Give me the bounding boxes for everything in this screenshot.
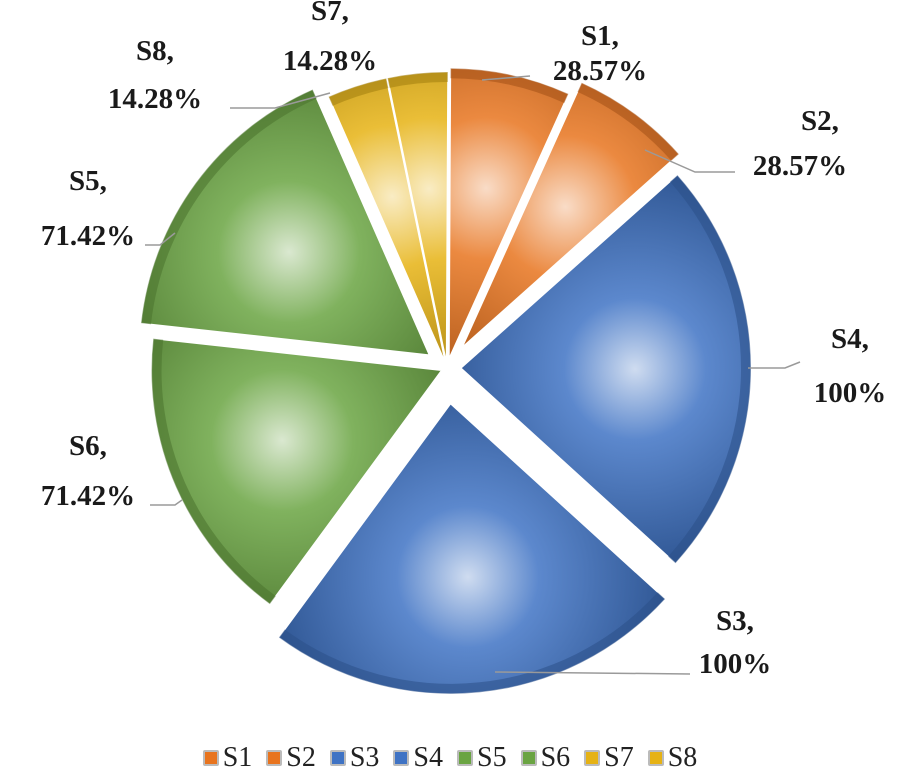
data-label-value-s3: 100% bbox=[699, 648, 772, 680]
leader-line-s4 bbox=[748, 361, 801, 369]
legend-swatch-s8 bbox=[647, 750, 664, 766]
legend-label-s4: S4 bbox=[413, 742, 443, 773]
data-label-value-s6: 71.42% bbox=[41, 480, 135, 512]
data-label-name-s6: S6, bbox=[69, 430, 107, 462]
legend-swatch-s3 bbox=[329, 750, 346, 766]
data-label-value-s8: 14.28% bbox=[108, 83, 202, 115]
legend-item-s1: S1 bbox=[202, 742, 253, 774]
data-label-value-s1: 28.57% bbox=[553, 55, 647, 87]
legend-label-s2: S2 bbox=[286, 742, 316, 773]
legend: S1 S2 S3 S4 S5 S6 S7 S8 bbox=[0, 738, 900, 778]
pie-slice-rim-s3 bbox=[668, 175, 751, 564]
legend-swatch-s7 bbox=[584, 750, 601, 766]
legend-item-s3: S3 bbox=[329, 742, 380, 774]
leader-line-s6 bbox=[150, 499, 183, 506]
legend-item-s2: S2 bbox=[266, 742, 316, 774]
legend-item-s6: S6 bbox=[520, 742, 571, 774]
legend-label-s8: S8 bbox=[667, 742, 698, 773]
leader-line-s5 bbox=[145, 232, 176, 246]
data-label-name-s7: S7, bbox=[311, 0, 349, 27]
legend-label-s5: S5 bbox=[477, 742, 507, 773]
legend-item-s4: S4 bbox=[393, 742, 443, 774]
data-label-value-s7: 14.28% bbox=[283, 45, 377, 77]
legend-label-s3: S3 bbox=[349, 742, 380, 773]
pie-slice-rim-s4 bbox=[278, 592, 666, 694]
leader-line-s2 bbox=[644, 149, 735, 173]
legend-swatch-s5 bbox=[457, 750, 473, 766]
legend-swatch-s6 bbox=[520, 750, 537, 766]
pie-slice-rim-s7 bbox=[328, 78, 389, 106]
legend-label-s1: S1 bbox=[222, 742, 253, 773]
data-label-value-s5: 71.42% bbox=[41, 220, 135, 252]
pie-slice-rim-s5 bbox=[151, 338, 276, 605]
legend-label-s7: S7 bbox=[604, 742, 634, 773]
data-label-name-s5: S5, bbox=[69, 165, 107, 197]
data-label-value-s4: 100% bbox=[814, 377, 887, 409]
data-label-name-s4: S4, bbox=[831, 323, 869, 355]
legend-label-s6: S6 bbox=[540, 742, 571, 773]
legend-item-s5: S5 bbox=[457, 742, 507, 774]
leader-line-s1 bbox=[481, 75, 531, 81]
pie-slice-rim-s2 bbox=[577, 82, 679, 161]
legend-item-s7: S7 bbox=[584, 742, 634, 774]
data-label-name-s8: S8, bbox=[136, 35, 174, 67]
leader-line-s8 bbox=[230, 92, 331, 109]
pie-slice-rim-s1 bbox=[450, 68, 569, 104]
legend-swatch-s4 bbox=[393, 750, 410, 766]
legend-swatch-s2 bbox=[266, 750, 283, 766]
legend-item-s8: S8 bbox=[647, 742, 698, 774]
pie-slice-rim-s8 bbox=[387, 72, 448, 88]
leader-line-s3 bbox=[494, 671, 691, 675]
data-label-name-s1: S1, bbox=[581, 20, 619, 52]
data-label-name-s3: S3, bbox=[716, 605, 754, 637]
data-label-name-s2: S2, bbox=[801, 105, 839, 137]
data-label-value-s2: 28.57% bbox=[753, 150, 847, 182]
legend-swatch-s1 bbox=[202, 750, 219, 766]
